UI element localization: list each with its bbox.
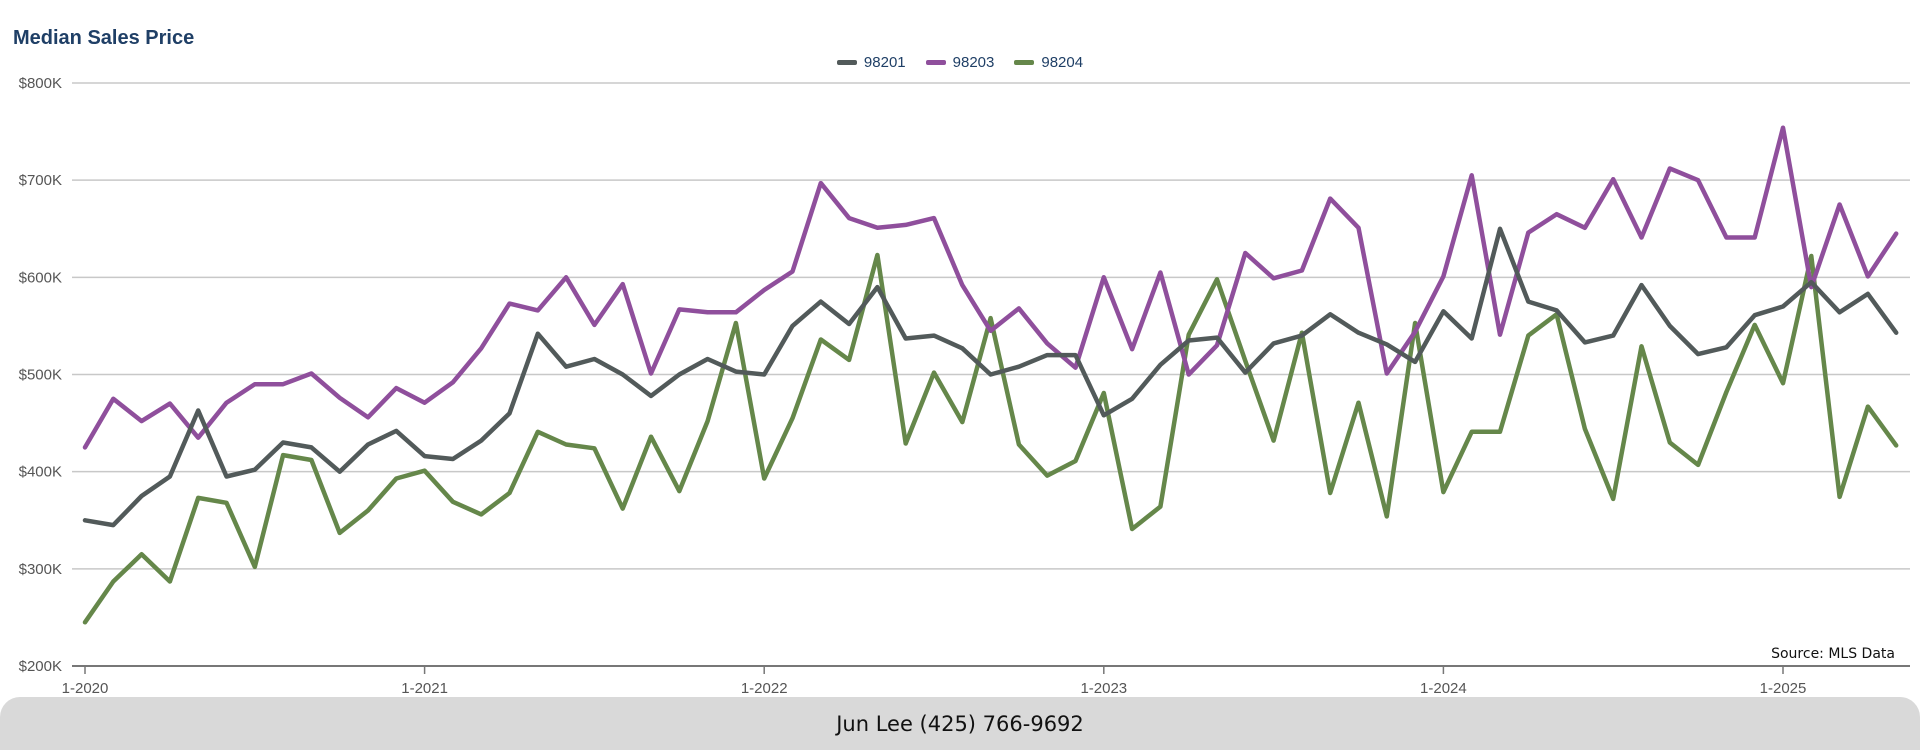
series-line-98204 <box>82 252 1899 625</box>
series-line-98201 <box>82 226 1899 528</box>
chart-title: Median Sales Price <box>13 27 195 49</box>
y-tick-label: $200K <box>19 658 62 675</box>
y-tick-label: $700K <box>19 172 62 189</box>
legend-item-98201[interactable]: 98201 <box>836 54 906 71</box>
source-note: Source: MLS Data <box>1771 646 1895 662</box>
footer-bar: Jun Lee (425) 766-9692 <box>0 697 1920 750</box>
legend-label: 98203 <box>952 54 995 71</box>
y-tick-label: $300K <box>19 561 62 578</box>
line-chart-plot: $200K $300K $400K $500K $600K $700K $800K 1-202… <box>19 75 1910 697</box>
x-tick-label: 1-2021 <box>401 680 448 697</box>
legend-label: 98204 <box>1041 54 1084 71</box>
y-tick-label: $500K <box>19 367 62 384</box>
chart-legend: 98201 98203 98204 <box>0 54 1920 71</box>
x-tick-label: 1-2025 <box>1760 680 1807 697</box>
legend-label: 98201 <box>863 54 906 71</box>
legend-item-98203[interactable]: 98203 <box>925 54 995 71</box>
x-tick-label: 1-2023 <box>1080 680 1127 697</box>
legend-swatch <box>1014 60 1035 65</box>
footer-contact-text: Jun Lee (425) 766-9692 <box>836 711 1084 736</box>
y-tick-label: $600K <box>19 269 62 286</box>
x-tick-label: 1-2020 <box>62 680 109 697</box>
x-tick-label: 1-2022 <box>741 680 788 697</box>
legend-swatch <box>836 60 857 65</box>
x-tick-label: 1-2024 <box>1420 680 1467 697</box>
y-tick-label: $800K <box>19 75 62 92</box>
series-line-98203 <box>82 125 1899 450</box>
legend-swatch <box>925 60 946 65</box>
y-tick-label: $400K <box>19 464 62 481</box>
legend-item-98204[interactable]: 98204 <box>1014 54 1083 71</box>
